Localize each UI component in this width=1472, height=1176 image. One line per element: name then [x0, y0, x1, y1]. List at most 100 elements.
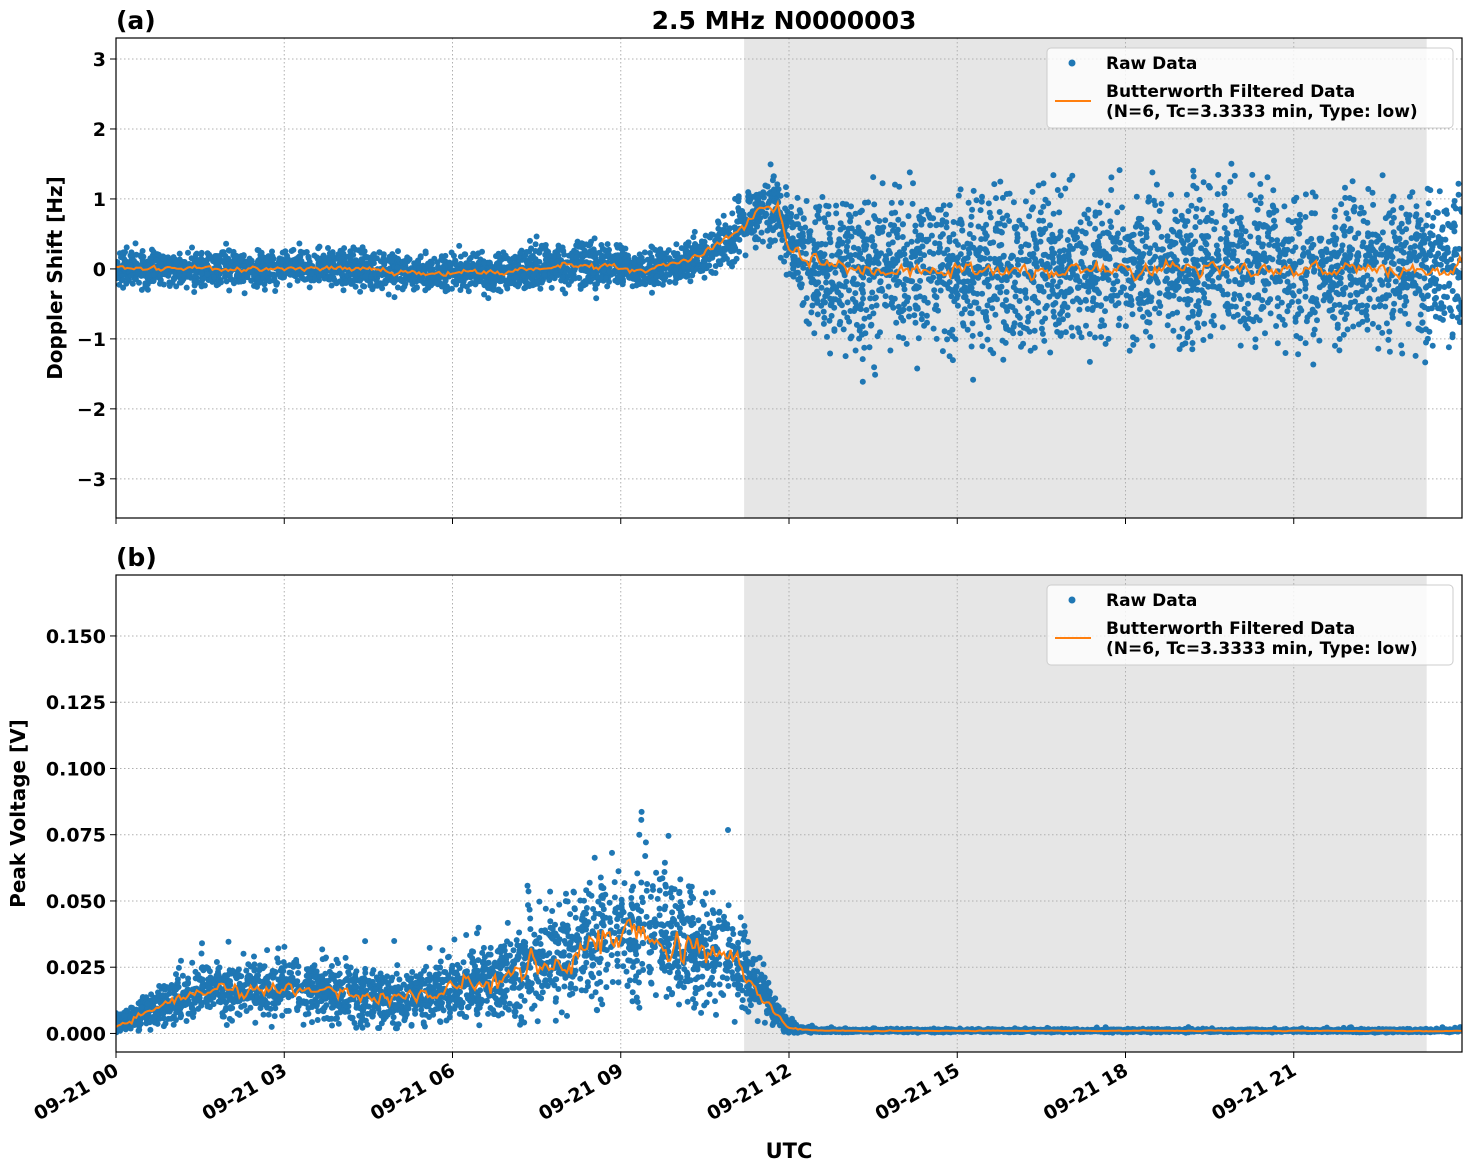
raw-data-point — [1000, 338, 1006, 344]
raw-data-point — [1141, 300, 1147, 306]
raw-data-point — [1190, 340, 1196, 346]
raw-data-point — [386, 292, 392, 298]
raw-data-point — [1318, 236, 1324, 242]
raw-data-point — [407, 277, 413, 283]
raw-data-point — [1383, 295, 1389, 301]
raw-data-point — [199, 250, 205, 256]
raw-data-point — [1093, 244, 1099, 250]
raw-data-point — [1297, 212, 1303, 218]
raw-data-point — [848, 234, 854, 240]
raw-data-point — [1211, 313, 1217, 319]
raw-data-point — [1357, 211, 1363, 217]
raw-data-point — [859, 208, 865, 214]
raw-data-point — [222, 253, 228, 259]
raw-data-point — [1215, 191, 1221, 197]
raw-data-point — [1364, 220, 1370, 226]
raw-data-point — [1412, 243, 1418, 249]
raw-data-point — [1207, 333, 1213, 339]
raw-data-point — [883, 303, 889, 309]
raw-data-point — [1042, 315, 1048, 321]
raw-data-point — [1046, 237, 1052, 243]
raw-data-point — [1320, 257, 1326, 263]
raw-data-point — [1310, 362, 1316, 368]
raw-data-point — [1259, 297, 1265, 303]
raw-data-point — [1441, 284, 1447, 290]
raw-data-point — [825, 224, 831, 230]
raw-data-point — [1134, 194, 1140, 200]
raw-data-point — [590, 270, 596, 276]
raw-data-point — [943, 212, 949, 218]
raw-data-point — [440, 265, 446, 271]
raw-data-point — [259, 250, 265, 256]
raw-data-point — [900, 234, 906, 240]
raw-data-point — [1391, 194, 1397, 200]
raw-data-point — [1045, 200, 1051, 206]
raw-data-point — [1223, 236, 1229, 242]
raw-data-point — [588, 239, 594, 245]
raw-data-point — [1419, 247, 1425, 253]
raw-data-point — [1343, 210, 1349, 216]
raw-data-point — [979, 194, 985, 200]
raw-data-point — [1402, 303, 1408, 309]
raw-data-point — [844, 315, 850, 321]
raw-data-point — [634, 281, 640, 287]
raw-data-point — [549, 275, 555, 281]
raw-data-point — [1347, 244, 1353, 250]
raw-data-point — [582, 252, 588, 258]
raw-data-point — [1063, 329, 1069, 335]
raw-data-point — [794, 214, 800, 220]
raw-data-point — [1170, 229, 1176, 235]
raw-data-point — [1190, 183, 1196, 189]
raw-data-point — [762, 183, 768, 189]
raw-data-point — [1450, 288, 1456, 294]
raw-data-point — [827, 289, 833, 295]
raw-data-point — [604, 283, 610, 289]
raw-data-point — [882, 257, 888, 263]
raw-data-point — [1180, 326, 1186, 332]
raw-data-point — [455, 278, 461, 284]
raw-data-point — [1214, 258, 1220, 264]
raw-data-point — [1139, 259, 1145, 265]
raw-data-point — [114, 275, 120, 281]
raw-data-point — [1060, 255, 1066, 261]
raw-data-point — [1222, 212, 1228, 218]
raw-data-point — [133, 240, 139, 246]
raw-data-point — [790, 224, 796, 230]
raw-data-point — [829, 253, 835, 259]
raw-data-point — [1147, 250, 1153, 256]
raw-data-point — [593, 295, 599, 301]
raw-data-point — [145, 272, 151, 278]
raw-data-point — [991, 181, 997, 187]
raw-data-point — [1011, 199, 1017, 205]
raw-data-point — [174, 259, 180, 265]
raw-data-point — [1322, 295, 1328, 301]
raw-data-point — [543, 257, 549, 263]
raw-data-point — [524, 259, 530, 265]
raw-data-point — [889, 210, 895, 216]
raw-data-point — [879, 288, 885, 294]
raw-data-point — [662, 274, 668, 280]
raw-data-point — [1446, 281, 1452, 287]
raw-data-point — [517, 250, 523, 256]
raw-data-point — [1398, 342, 1404, 348]
raw-data-point — [1420, 263, 1426, 269]
raw-data-point — [1396, 266, 1402, 272]
raw-data-point — [1092, 335, 1098, 341]
raw-data-point — [1386, 329, 1392, 335]
raw-data-point — [1336, 347, 1342, 353]
raw-data-point — [1201, 281, 1207, 287]
raw-data-point — [823, 280, 829, 286]
raw-data-point — [857, 325, 863, 331]
raw-data-point — [1081, 211, 1087, 217]
raw-data-point — [976, 224, 982, 230]
raw-data-point — [1436, 285, 1442, 291]
raw-data-point — [743, 252, 749, 258]
raw-data-point — [1188, 297, 1194, 303]
raw-data-point — [913, 320, 919, 326]
raw-data-point — [992, 312, 998, 318]
raw-data-point — [1120, 284, 1126, 290]
raw-data-point — [1051, 314, 1057, 320]
raw-data-point — [1399, 205, 1405, 211]
raw-data-point — [1165, 293, 1171, 299]
raw-data-point — [860, 231, 866, 237]
